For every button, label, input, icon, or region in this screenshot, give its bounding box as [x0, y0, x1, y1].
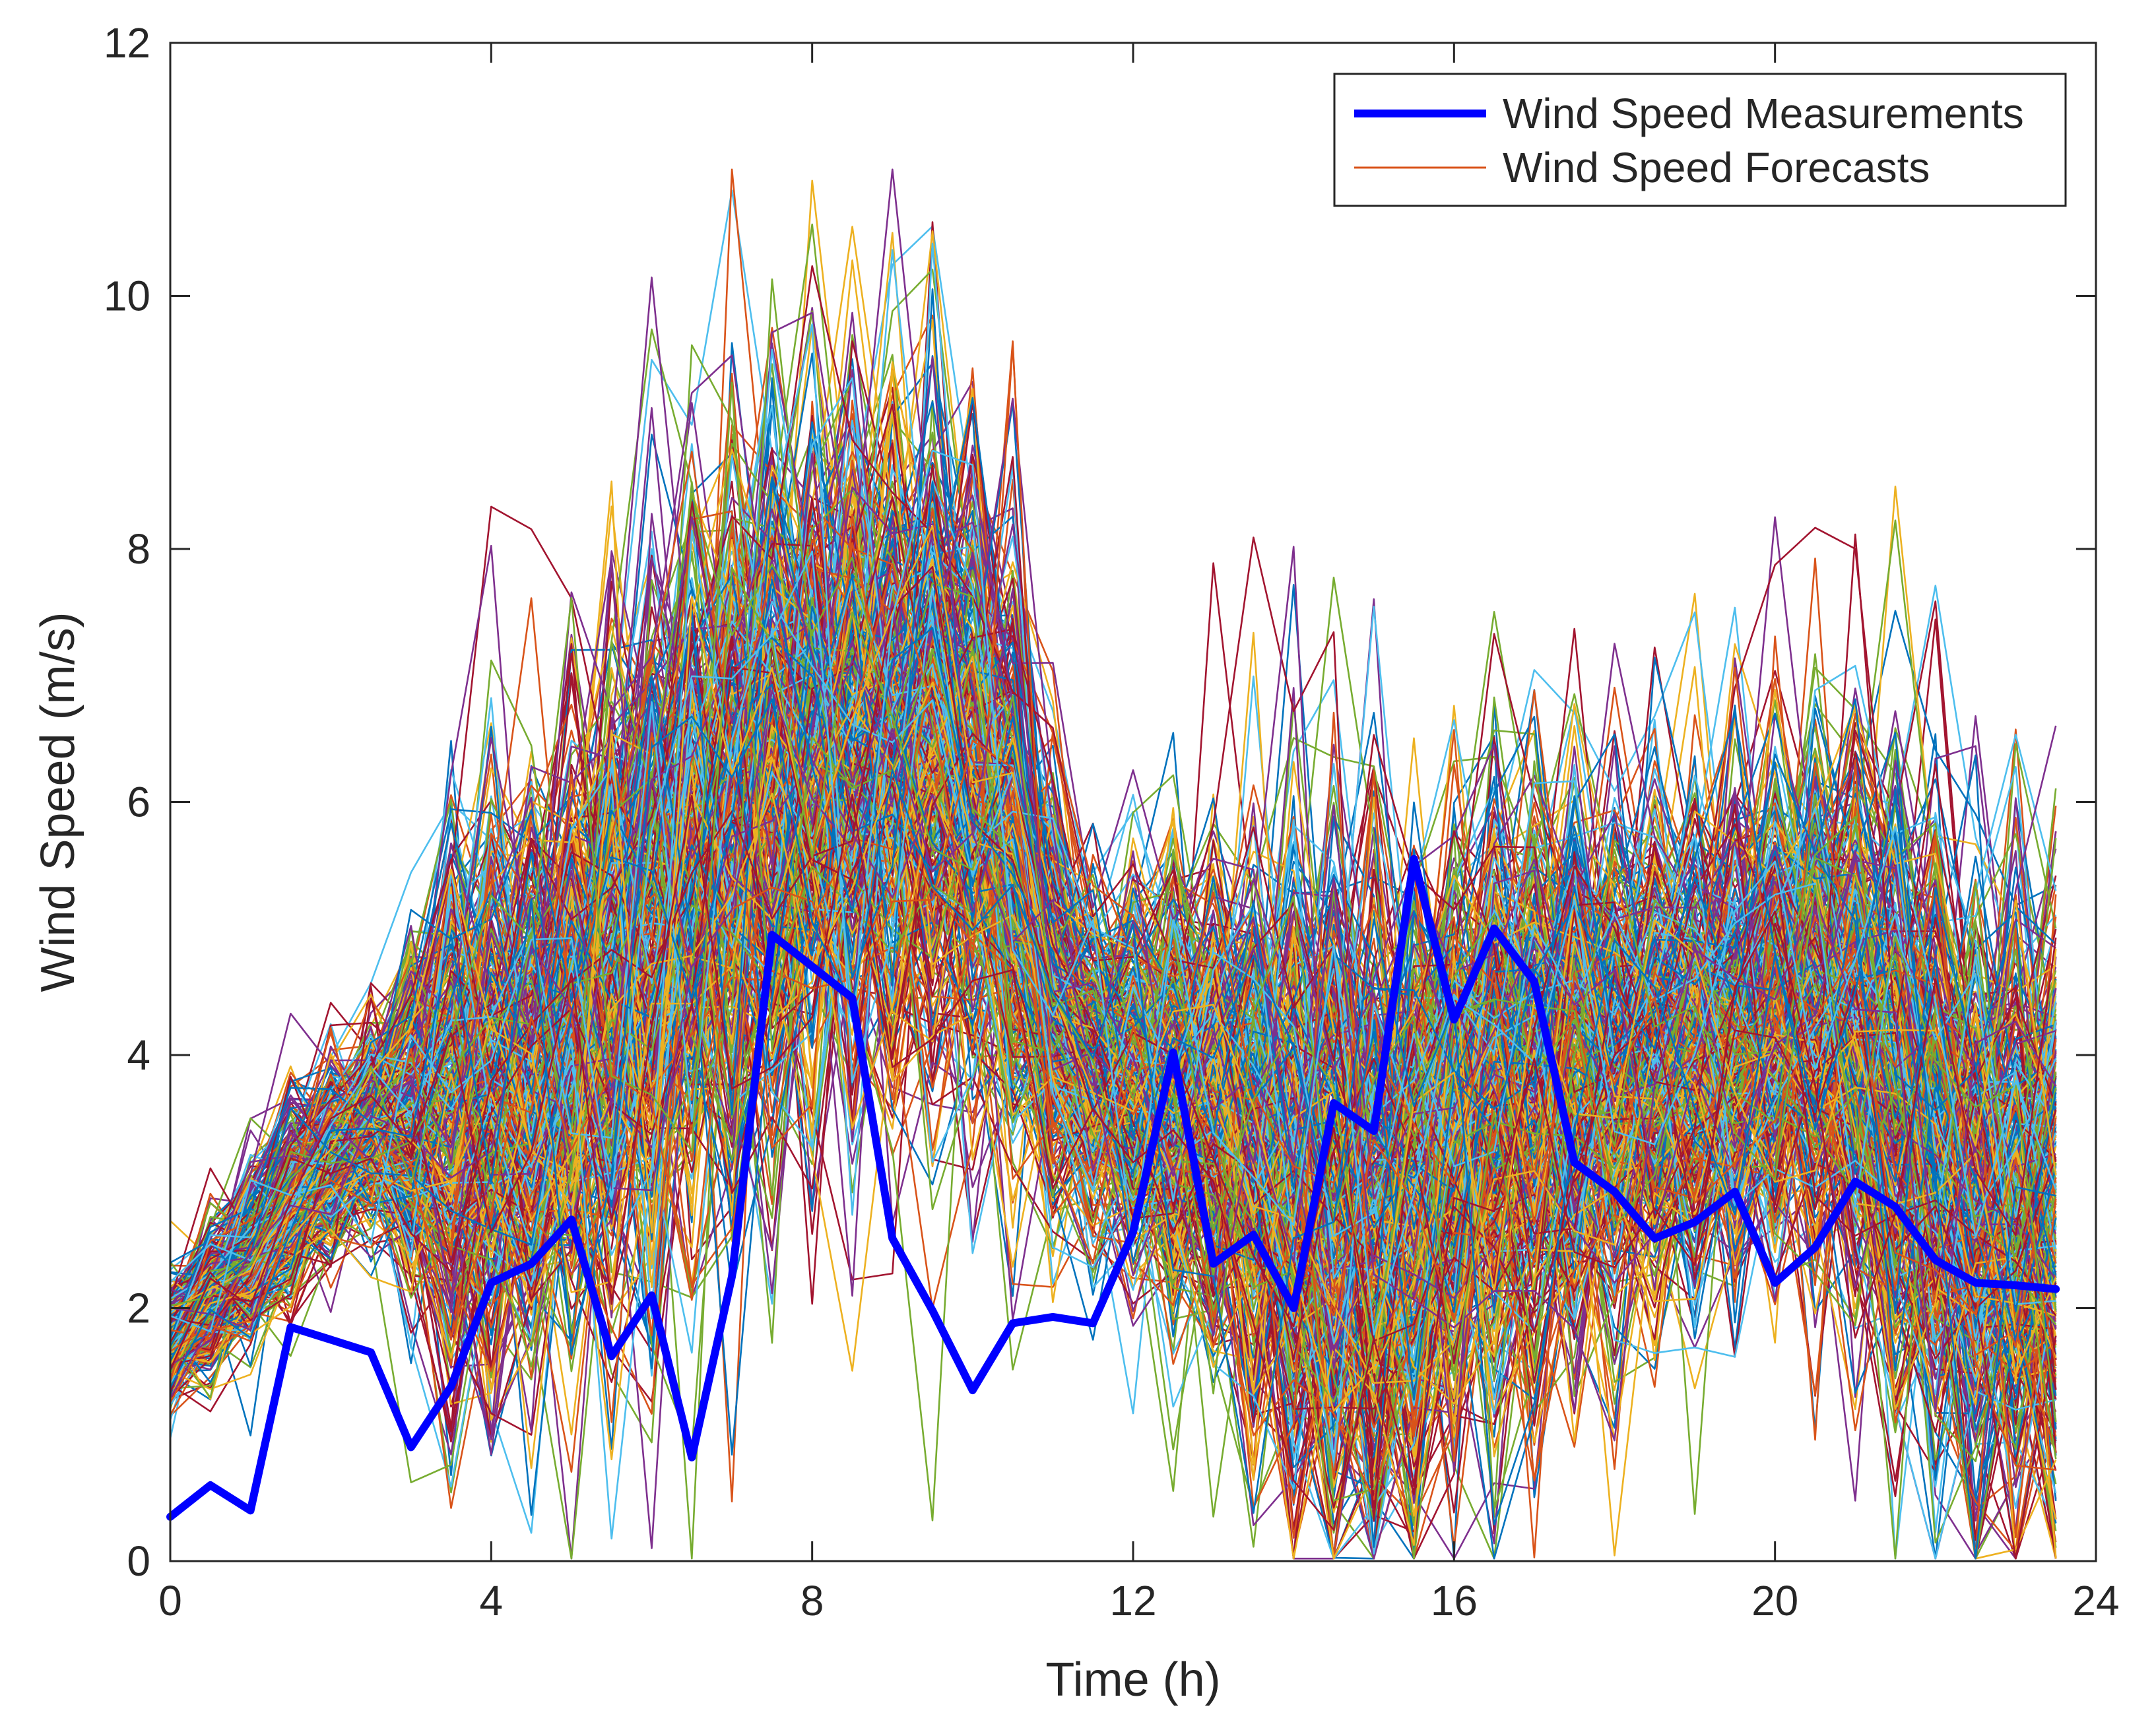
- forecast-lines: [169, 168, 2057, 1560]
- x-tick-label: 20: [1751, 1577, 1798, 1624]
- x-tick-label: 24: [2072, 1577, 2119, 1624]
- forecast-line: [170, 480, 2057, 1395]
- x-tick-label: 8: [800, 1577, 824, 1624]
- forecast-line: [169, 278, 2057, 1560]
- y-tick-label: 2: [127, 1285, 150, 1332]
- legend-label-forecasts: Wind Speed Forecasts: [1503, 144, 1930, 191]
- measurement-line-group: [166, 854, 2060, 1521]
- forecast-line: [170, 356, 2056, 1331]
- y-tick-label: 4: [127, 1031, 150, 1079]
- measurement-line: [166, 854, 2060, 1521]
- forecast-line: [169, 690, 2057, 1442]
- forecast-line: [170, 567, 2057, 1423]
- forecast-line: [169, 780, 2056, 1560]
- forecast-line: [169, 480, 2057, 1339]
- x-axis-title: Time (h): [1045, 1653, 1220, 1706]
- forecast-line: [169, 456, 2057, 1509]
- forecast-line: [170, 459, 2057, 1560]
- x-tick-label: 4: [480, 1577, 504, 1624]
- forecast-line: [170, 565, 2057, 1342]
- forecast-line: [169, 705, 2056, 1374]
- forecast-line: [169, 492, 2057, 1534]
- forecast-line: [169, 698, 2056, 1560]
- y-tick-label: 6: [127, 779, 150, 826]
- forecast-line: [169, 381, 2057, 1366]
- legend-label-measurements: Wind Speed Measurements: [1503, 90, 2024, 137]
- y-tick-label: 10: [104, 273, 150, 320]
- x-tick-label: 12: [1109, 1577, 1156, 1624]
- forecast-line: [169, 579, 2057, 1401]
- forecast-line: [170, 449, 2057, 1336]
- x-tick-label: 0: [158, 1577, 182, 1624]
- forecast-line: [170, 530, 2057, 1330]
- y-axis-title: Wind Speed (m/s): [32, 612, 84, 992]
- forecast-line: [170, 249, 2057, 1362]
- forecast-line: [169, 793, 2057, 1531]
- legend-box: [1333, 73, 2067, 207]
- forecast-line: [169, 323, 2057, 1540]
- forecast-line: [170, 525, 2057, 1412]
- y-tick-label: 8: [127, 525, 150, 573]
- y-tick-label: 0: [127, 1537, 150, 1585]
- legend: Wind Speed Measurements Wind Speed Forec…: [1333, 73, 2067, 207]
- forecast-line: [169, 265, 2057, 1522]
- y-tick-label: 12: [104, 19, 150, 67]
- x-tick-label: 16: [1431, 1577, 1478, 1624]
